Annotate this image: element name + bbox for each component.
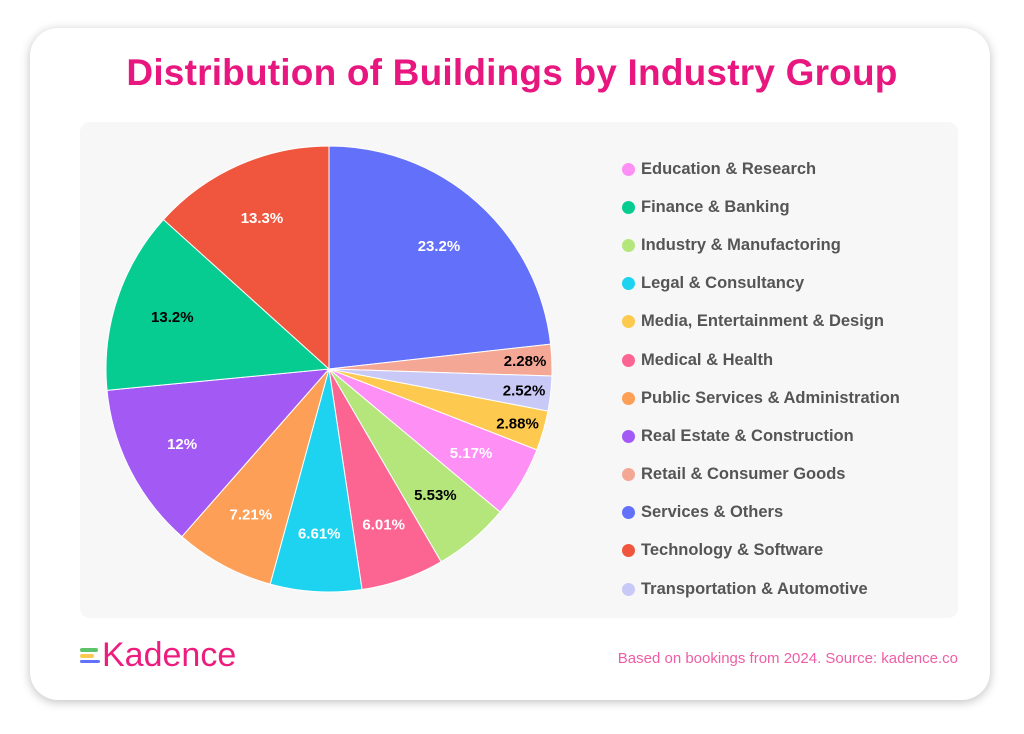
legend-item: Real Estate & Construction	[622, 417, 900, 455]
pie-slice-8	[181, 368, 330, 585]
slice-label: 2.52%	[503, 383, 546, 400]
source-note: Based on bookings from 2024. Source: kad…	[617, 650, 958, 667]
legend-item: Transportation & Automotive	[622, 570, 900, 608]
legend-item: Education & Research	[622, 150, 900, 188]
legend-swatch	[622, 468, 635, 482]
legend-label: Retail & Consumer Goods	[641, 465, 846, 484]
slice-label: 6.61%	[298, 526, 341, 543]
legend-item: Services & Others	[622, 494, 900, 532]
legend-swatch	[622, 429, 635, 443]
slice-label: 13.2%	[151, 309, 194, 326]
legend-item: Industry & Manufactoring	[622, 226, 900, 264]
legend-label: Industry & Manufactoring	[641, 235, 841, 254]
legend-item: Legal & Consultancy	[622, 265, 900, 303]
legend-item: Technology & Software	[622, 532, 900, 570]
pie-slice-11	[162, 145, 330, 371]
slice-label: 5.17%	[450, 445, 493, 462]
slice-label: 6.01%	[362, 517, 405, 534]
legend-swatch	[622, 277, 635, 291]
legend-swatch	[622, 162, 635, 176]
slice-label: 13.3%	[241, 210, 284, 227]
kadence-logo: Kadence	[80, 636, 236, 675]
legend-swatch	[622, 391, 635, 405]
legend-item: Medical & Health	[622, 341, 900, 379]
legend: Education & Research Finance & Banking Ind…	[622, 150, 900, 608]
legend-label: Technology & Software	[641, 541, 824, 560]
pie-slice-9	[106, 368, 331, 538]
legend-swatch	[622, 506, 635, 520]
legend-swatch	[622, 238, 635, 252]
legend-item: Finance & Banking	[622, 188, 900, 226]
pie-slice-0	[328, 145, 552, 370]
logo-icon	[80, 646, 100, 665]
legend-label: Services & Others	[641, 503, 784, 522]
legend-label: Education & Research	[641, 159, 817, 178]
slice-label: 23.2%	[418, 238, 461, 255]
legend-label: Public Services & Administration	[641, 388, 900, 407]
legend-swatch	[622, 582, 635, 596]
slice-label: 5.53%	[414, 487, 457, 504]
pie-slice-10	[105, 218, 331, 391]
slice-label: 7.21%	[230, 506, 273, 523]
legend-label: Transportation & Automotive	[641, 579, 868, 598]
legend-label: Media, Entertainment & Design	[641, 312, 884, 331]
chart-title: Distribution of Buildings by Industry Gr…	[126, 52, 898, 93]
legend-label: Medical & Health	[641, 350, 774, 369]
legend-label: Legal & Consultancy	[641, 274, 805, 293]
legend-item: Media, Entertainment & Design	[622, 303, 900, 341]
legend-swatch	[622, 200, 635, 214]
legend-item: Retail & Consumer Goods	[622, 456, 900, 494]
slice-label: 12%	[167, 436, 197, 453]
legend-item: Public Services & Administration	[622, 379, 900, 417]
legend-label: Finance & Banking	[641, 197, 790, 216]
logo-text: Kadence	[102, 636, 237, 674]
slice-label: 2.28%	[504, 353, 547, 370]
legend-swatch	[622, 315, 635, 329]
slice-label: 2.88%	[496, 415, 539, 432]
legend-swatch	[622, 353, 635, 367]
legend-label: Real Estate & Construction	[641, 426, 854, 445]
legend-swatch	[622, 544, 635, 558]
